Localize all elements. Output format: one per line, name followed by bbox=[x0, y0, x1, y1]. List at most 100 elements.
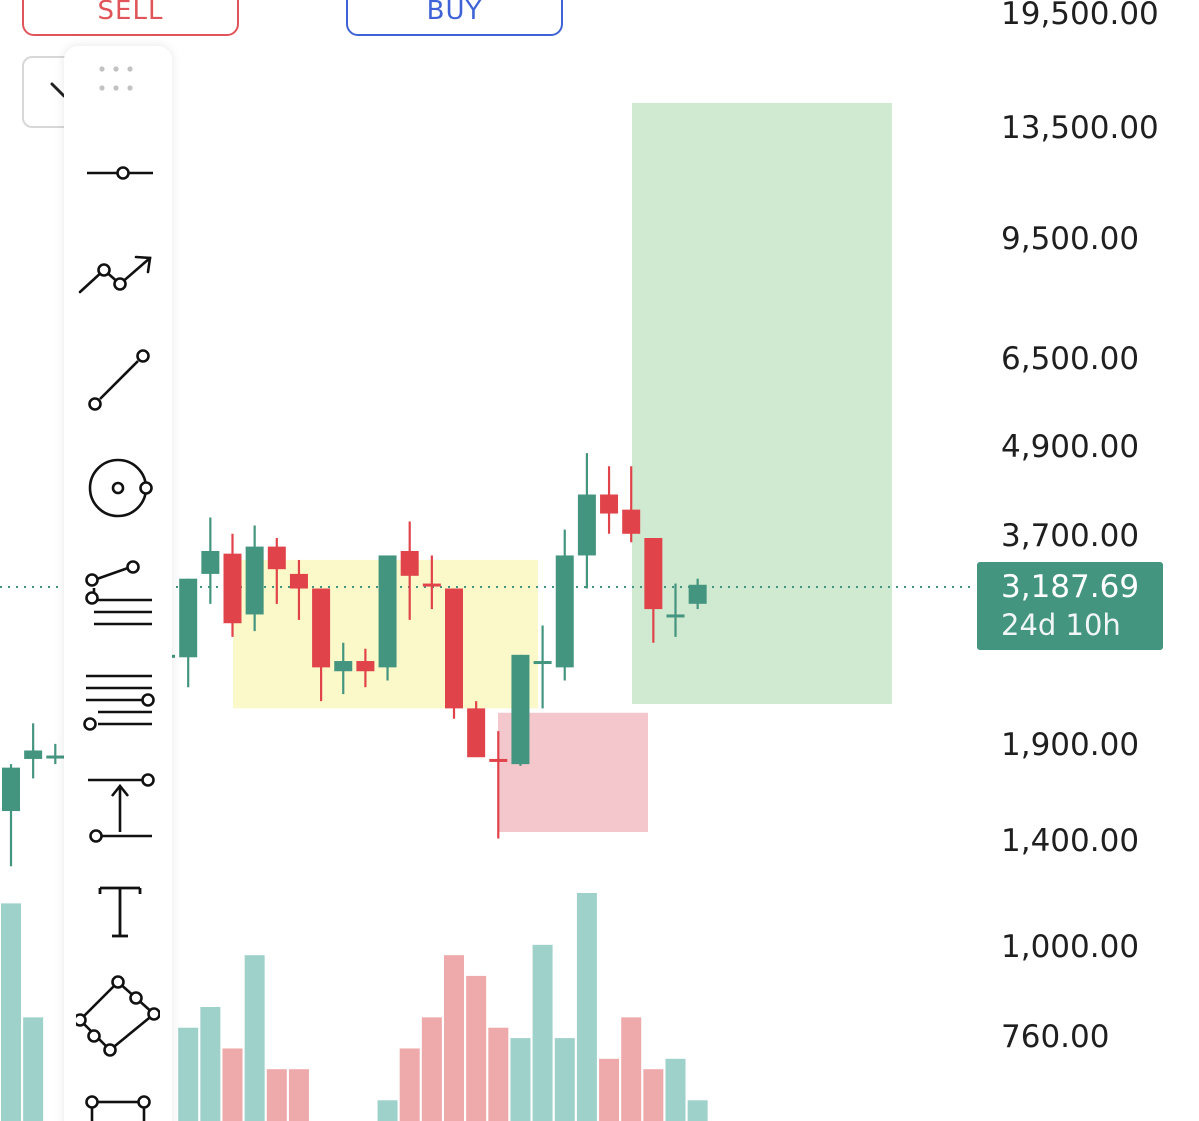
volume-bar bbox=[399, 1048, 420, 1121]
candle bbox=[2, 764, 20, 867]
volume-bar bbox=[377, 1100, 398, 1121]
price-axis-label: 4,900.00 bbox=[1001, 429, 1140, 465]
path-tool[interactable] bbox=[76, 229, 160, 313]
candle bbox=[356, 648, 375, 688]
sell-button[interactable]: SELL bbox=[22, 0, 239, 36]
trend-line-icon bbox=[88, 349, 150, 411]
candle-body bbox=[400, 550, 419, 576]
candle bbox=[267, 538, 286, 604]
volume-bar bbox=[288, 1069, 309, 1121]
price-axis-label: 1,400.00 bbox=[1001, 823, 1140, 859]
candle-body bbox=[378, 555, 397, 668]
volume-bar bbox=[643, 1069, 664, 1121]
current-price-value: 3,187.69 bbox=[1001, 569, 1140, 605]
volume-bar bbox=[532, 944, 553, 1121]
volume-bar bbox=[444, 955, 464, 1121]
text-tool[interactable] bbox=[76, 872, 160, 956]
price-axis-label: 3,700.00 bbox=[1001, 518, 1140, 554]
path-arrow-icon bbox=[78, 255, 152, 294]
volume-bar bbox=[178, 1027, 199, 1121]
rotated-rectangle-tool[interactable] bbox=[76, 974, 160, 1058]
volume-bar bbox=[488, 1027, 509, 1121]
volume-bar bbox=[576, 893, 597, 1121]
price-range-tool[interactable] bbox=[76, 768, 160, 852]
candle bbox=[223, 533, 242, 637]
candle bbox=[644, 538, 663, 643]
candle bbox=[511, 654, 530, 766]
fib-retracement-icon bbox=[85, 560, 152, 626]
price-axis-label: 1,900.00 bbox=[1001, 727, 1140, 763]
trend-line-tool[interactable] bbox=[76, 339, 160, 423]
candle-body bbox=[2, 767, 20, 812]
candle bbox=[179, 578, 198, 688]
candle bbox=[24, 723, 43, 779]
candle bbox=[555, 529, 574, 681]
volume-bar bbox=[222, 1048, 243, 1121]
buy-button[interactable]: BUY bbox=[346, 0, 563, 36]
candle bbox=[422, 555, 441, 610]
candle-body bbox=[334, 661, 353, 672]
circle-tool[interactable] bbox=[76, 446, 160, 530]
candle bbox=[334, 642, 353, 695]
candle-body bbox=[600, 494, 619, 514]
candle bbox=[489, 731, 508, 839]
candle-body bbox=[312, 588, 331, 668]
horizontal-ray-tool[interactable] bbox=[76, 124, 160, 208]
price-axis-label: 19,500.00 bbox=[1001, 0, 1159, 32]
fib-retracement-tool[interactable] bbox=[76, 556, 160, 640]
candle-body bbox=[577, 494, 596, 556]
volume-layer bbox=[1, 893, 708, 1121]
candle bbox=[400, 521, 419, 620]
candle-body bbox=[622, 509, 641, 534]
current-price-tag: 3,187.69 24d 10h bbox=[977, 562, 1163, 650]
candle bbox=[289, 559, 308, 620]
candle-body bbox=[445, 588, 463, 709]
candle bbox=[46, 743, 65, 765]
candle bbox=[688, 578, 707, 610]
volume-bar bbox=[687, 1100, 708, 1121]
candle-countdown: 24d 10h bbox=[1001, 608, 1121, 642]
candle-body bbox=[223, 553, 242, 624]
candle-body bbox=[688, 584, 707, 604]
drag-handle-icon[interactable] bbox=[97, 64, 137, 94]
volume-bar bbox=[200, 1007, 221, 1121]
parallel-channel-tool[interactable] bbox=[76, 666, 160, 750]
price-axis-label: 1,000.00 bbox=[1001, 929, 1140, 965]
parallel-channel-icon bbox=[83, 674, 155, 731]
candle-body bbox=[24, 750, 43, 759]
volume-bar bbox=[23, 1017, 44, 1121]
candle bbox=[378, 555, 397, 681]
candle-body bbox=[644, 538, 663, 610]
candle-body bbox=[666, 614, 685, 618]
text-icon bbox=[98, 886, 142, 938]
volume-bar bbox=[466, 975, 487, 1121]
volume-bar bbox=[554, 1038, 575, 1121]
candle-body bbox=[467, 708, 486, 758]
rectangle-tool[interactable] bbox=[76, 1076, 160, 1121]
volume-bar bbox=[510, 1038, 531, 1121]
candle bbox=[622, 466, 641, 543]
candle-body bbox=[533, 661, 552, 665]
candle-body bbox=[245, 546, 264, 615]
candle bbox=[577, 453, 596, 589]
horizontal-ray-icon bbox=[87, 166, 153, 180]
price-axis-label: 6,500.00 bbox=[1001, 341, 1140, 377]
volume-bar bbox=[244, 955, 265, 1121]
cursor-icon bbox=[50, 82, 66, 98]
price-axis-label: 9,500.00 bbox=[1001, 221, 1140, 257]
candle-body bbox=[356, 661, 375, 672]
candle bbox=[467, 701, 486, 758]
price-range-icon bbox=[88, 773, 155, 843]
zones-layer bbox=[233, 102, 892, 832]
candle bbox=[533, 625, 552, 709]
candle-body bbox=[422, 583, 441, 587]
circle-icon bbox=[88, 458, 153, 518]
candle-body bbox=[511, 654, 530, 765]
volume-bar bbox=[599, 1058, 620, 1121]
candle bbox=[245, 525, 264, 632]
candle bbox=[201, 517, 220, 604]
buy-zone bbox=[632, 102, 892, 705]
candle-body bbox=[489, 758, 508, 762]
candle-body bbox=[201, 550, 220, 574]
